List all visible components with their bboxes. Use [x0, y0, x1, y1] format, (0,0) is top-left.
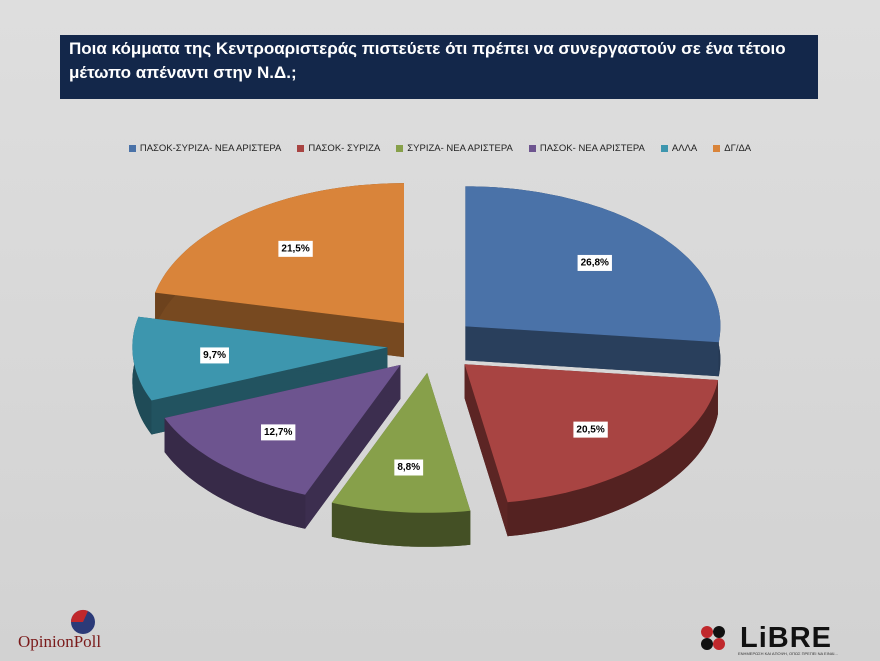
data-label-text: 26,8%	[581, 258, 609, 269]
slice-side	[465, 326, 719, 377]
data-label-box	[278, 240, 313, 257]
data-label-box	[573, 421, 608, 438]
slice-side	[464, 364, 508, 537]
slice-side	[305, 364, 401, 529]
legend-swatch	[713, 145, 721, 152]
slice-side	[164, 418, 306, 529]
legend-label: ΠΑΣΟΚ-ΣΥΡΙΖΑ- ΝΕΑ ΑΡΙΣΤΕΡΑ	[139, 143, 282, 154]
legend-label: ΑΛΛΑ	[671, 143, 698, 154]
legend-label: ΠΑΣΟΚ- ΝΕΑ ΑΡΙΣΤΕΡΑ	[539, 143, 645, 154]
data-label-text: 9,7%	[203, 350, 226, 361]
legend-label: ΠΑΣΟΚ- ΣΥΡΙΖΑ	[308, 143, 381, 154]
data-label-text: 12,7%	[264, 427, 292, 438]
title: Ποια κόμματα της Κεντροαριστεράς πιστεύε…	[60, 35, 818, 99]
legend-swatch	[660, 145, 668, 152]
legend-swatch	[528, 145, 536, 152]
legend-item: ΑΛΛΑ	[660, 143, 698, 154]
logo-mark	[70, 609, 88, 622]
legend-label: ΣΥΡΙΖΑ- ΝΕΑ ΑΡΙΣΤΕΡΑ	[407, 143, 513, 154]
data-label: 12,7%	[261, 424, 296, 441]
data-label-box	[577, 254, 612, 271]
data-label-box	[200, 347, 229, 364]
data-label-text: 21,5%	[281, 243, 309, 254]
data-label: 8,8%	[394, 459, 424, 476]
legend-item: ΠΑΣΟΚ- ΝΕΑ ΑΡΙΣΤΕΡΑ	[528, 143, 645, 154]
data-label-box	[394, 459, 424, 476]
slice	[132, 316, 388, 401]
legend-swatch	[297, 145, 305, 152]
slice-side	[331, 502, 471, 547]
legend-item: ΠΑΣΟΚ- ΣΥΡΙΖΑ	[297, 143, 380, 154]
legend-item: ΣΥΡΙΖΑ- ΝΕΑ ΑΡΙΣΤΕΡΑ	[396, 143, 513, 154]
logo-mark	[701, 626, 725, 650]
legend-item: ΔΓ/ΔΑ	[713, 143, 751, 154]
data-label-text: 20,5%	[576, 424, 604, 435]
legend-item: ΠΑΣΟΚ-ΣΥΡΙΖΑ- ΝΕΑ ΑΡΙΣΤΕΡΑ	[128, 143, 282, 154]
legend-swatch	[396, 145, 404, 152]
legend-label: ΔΓ/ΔΑ	[724, 143, 752, 154]
logo-libre: LiBRE	[740, 622, 832, 654]
slice-side	[507, 380, 718, 537]
data-label-text: 8,8%	[397, 462, 420, 473]
data-label: 21,5%	[278, 240, 313, 257]
data-label-box	[261, 424, 296, 441]
data-label: 26,8%	[577, 254, 612, 271]
slice-side	[155, 292, 404, 358]
legend: ΠΑΣΟΚ-ΣΥΡΙΖΑ- ΝΕΑ ΑΡΙΣΤΕΡΑ ΠΑΣΟΚ- ΣΥΡΙΖΑ Σ…	[0, 143, 880, 154]
slice	[331, 372, 471, 513]
legend-swatch	[128, 145, 136, 152]
data-label: 20,5%	[573, 421, 608, 438]
data-label: 9,7%	[200, 347, 229, 364]
logo-tagline: ΕΝΗΜΕΡΩΣΗ ΚΑΙ ΑΠΟΨΗ, ΟΠΩΣ ΠΡΕΠΕΙ ΝΑ ΕΙΝΑ…	[738, 651, 838, 656]
logo-opinionpoll: OpinionPoll	[18, 632, 102, 651]
